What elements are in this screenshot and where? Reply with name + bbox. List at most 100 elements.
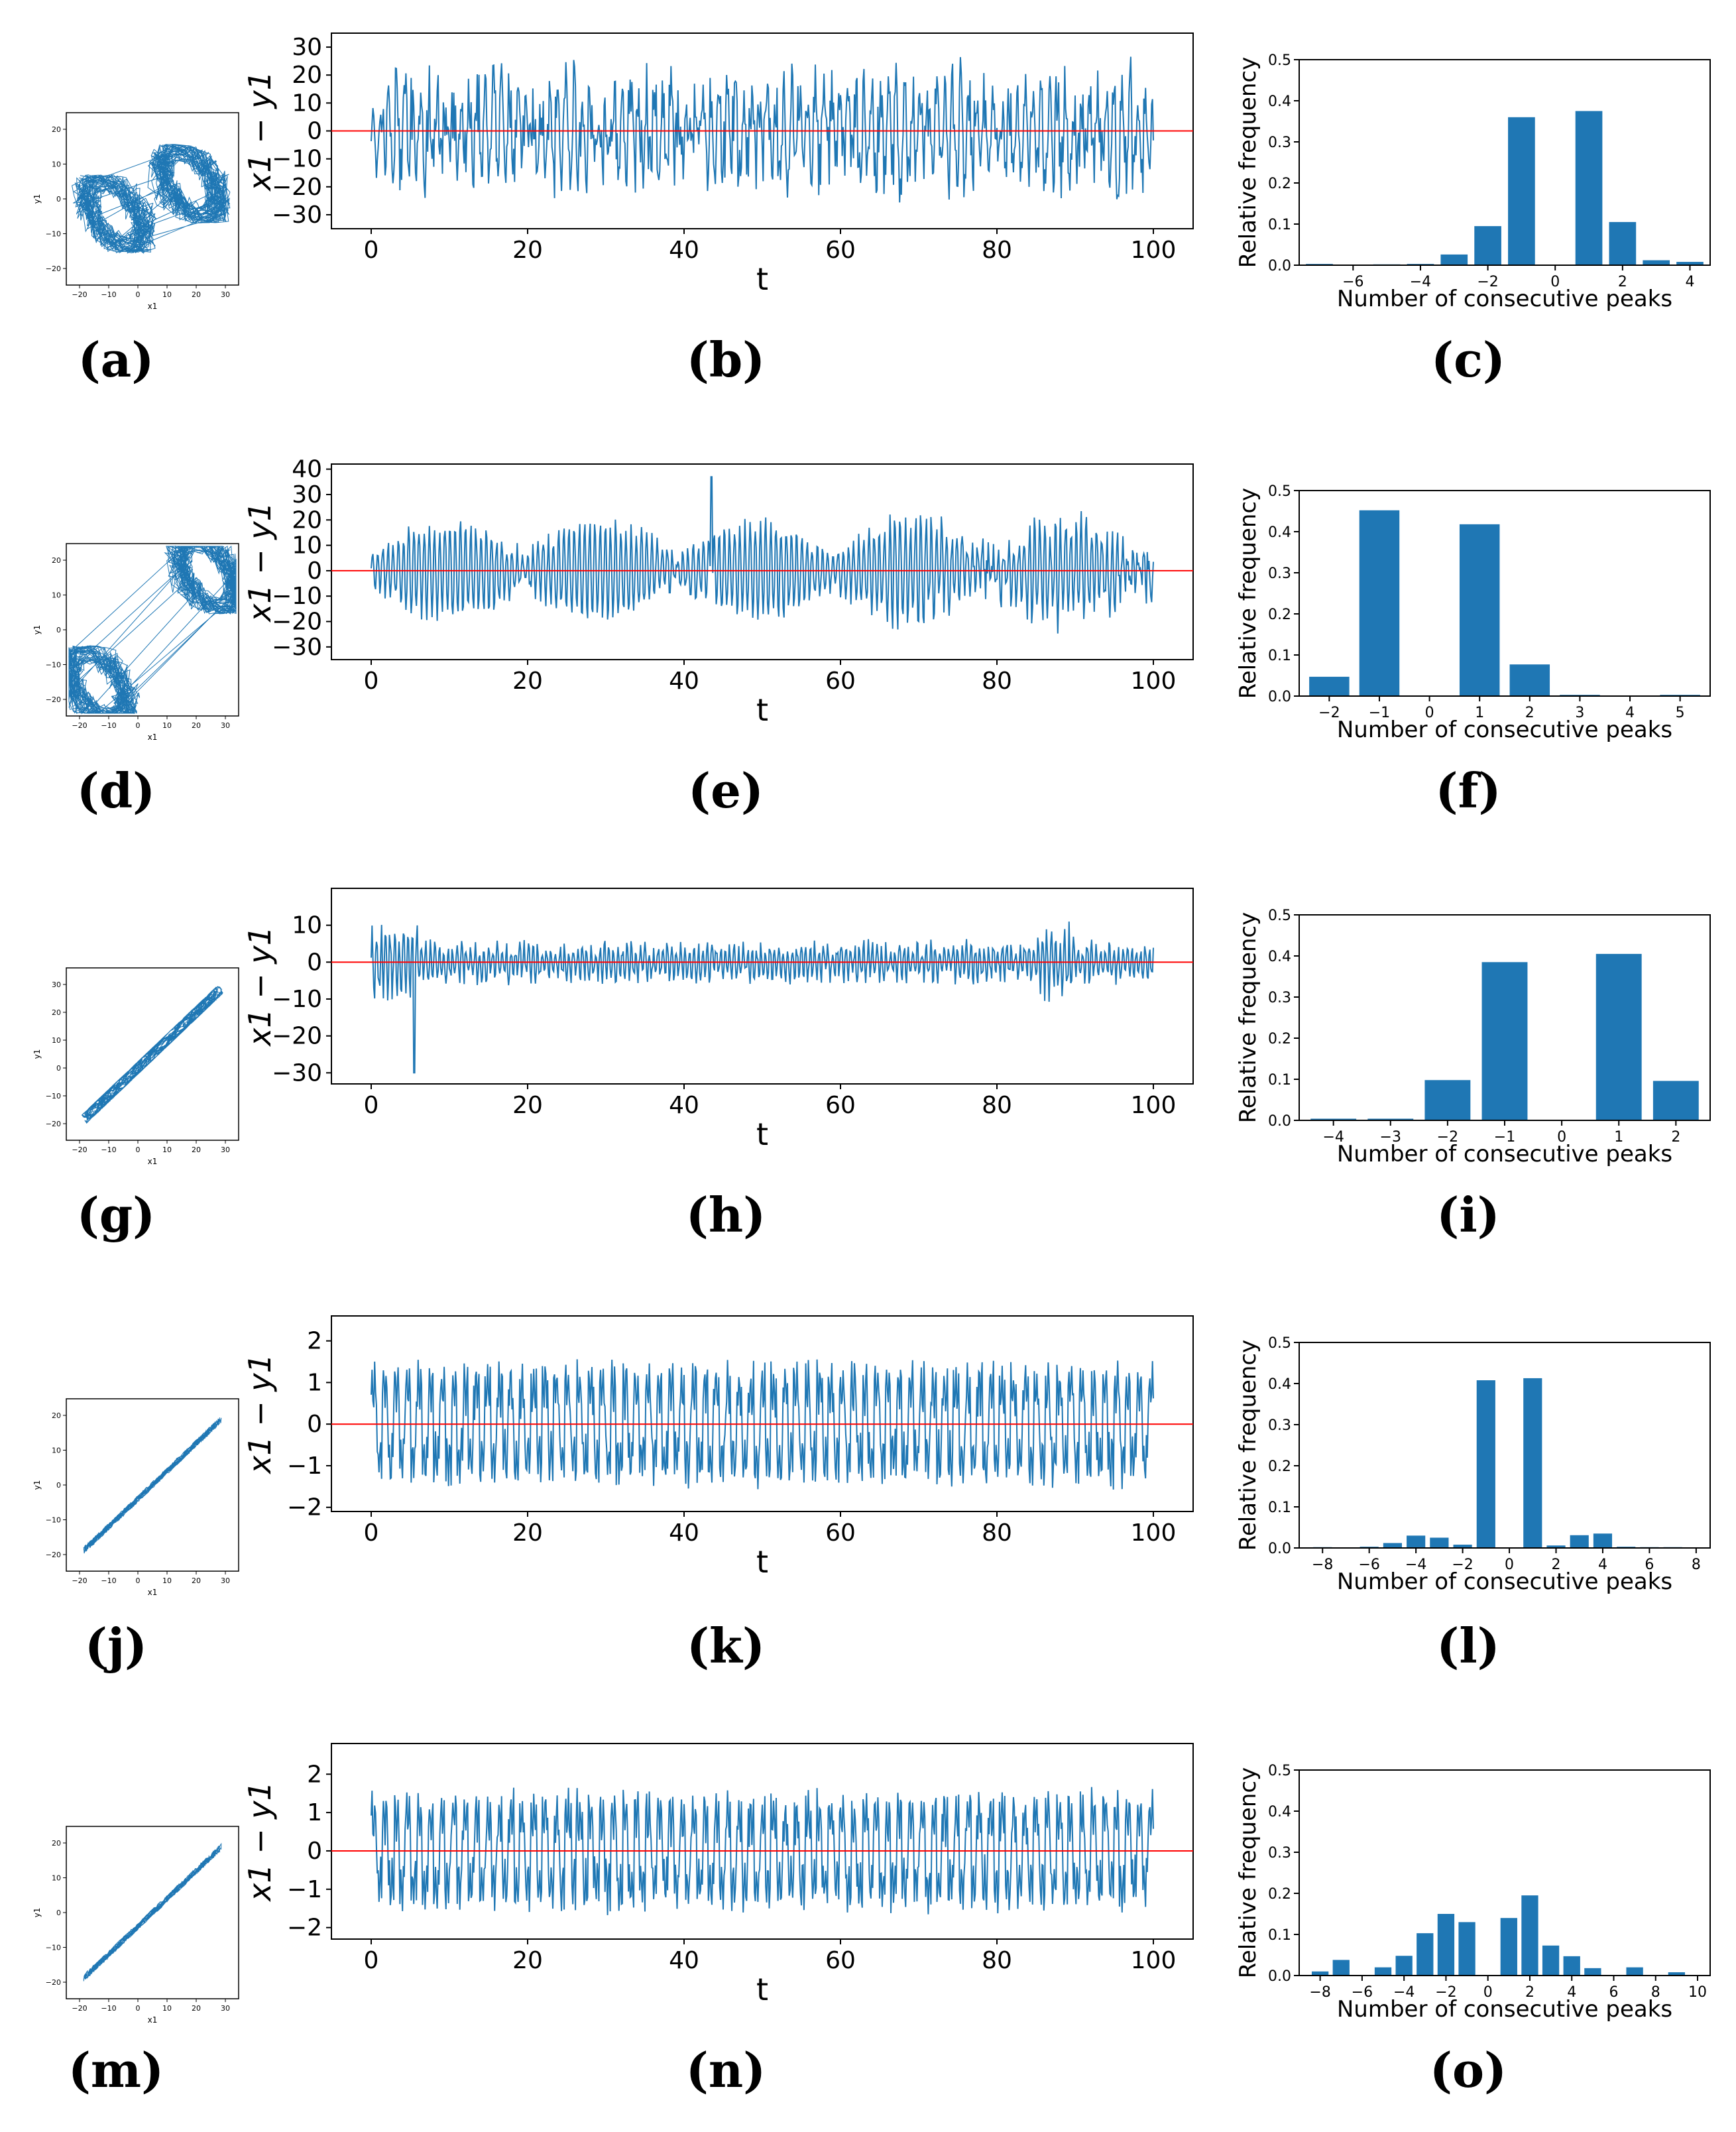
- bar: [1521, 1895, 1538, 1976]
- bar: [1643, 260, 1670, 265]
- hist-xtick-label: 5: [1676, 705, 1685, 721]
- series-xtick-label: 40: [669, 237, 699, 264]
- phase-ytick-label: 20: [52, 1411, 61, 1420]
- hist-xtick-label: −3: [1380, 1129, 1401, 1146]
- series-line: [371, 1787, 1154, 1915]
- series-xlabel: t: [756, 1116, 768, 1147]
- hist-xtick-label: 4: [1567, 1984, 1576, 2001]
- phase-ytick-label: 20: [52, 1008, 61, 1017]
- series-ytick-label: 10: [292, 532, 322, 560]
- series-xtick-label: 0: [364, 668, 379, 695]
- hist-xlabel: Number of consecutive peaks: [1337, 1141, 1672, 1167]
- hist-xtick-label: 6: [1645, 1557, 1654, 1573]
- series-xtick-label: 20: [512, 237, 543, 264]
- hist-ytick-label: 0.5: [1268, 1336, 1291, 1352]
- phase-xlabel: x1: [148, 1157, 158, 1166]
- bar: [1652, 1081, 1699, 1120]
- hist-xtick-label: 0: [1550, 274, 1560, 290]
- series-frame: [331, 888, 1194, 1085]
- hist-ytick-label: 0.3: [1268, 565, 1291, 582]
- hist-ytick-label: 0.0: [1268, 689, 1291, 705]
- hist-xtick-label: 2: [1618, 274, 1627, 290]
- hist-ytick-label: 0.1: [1268, 1927, 1291, 1944]
- bar: [1474, 226, 1501, 265]
- phase-trajectory: [68, 545, 237, 715]
- caption-b: (b): [686, 331, 766, 388]
- hist-ytick-label: 0.3: [1268, 135, 1291, 151]
- hist-xlabel: Number of consecutive peaks: [1337, 717, 1672, 743]
- series-ytick-label: −30: [272, 202, 322, 229]
- phase-xtick-label: 0: [136, 721, 141, 730]
- hist-ytick-label: 0.5: [1268, 1763, 1291, 1779]
- hist-xtick-label: −2: [1477, 274, 1498, 290]
- series-ytick-label: 0: [307, 1838, 322, 1865]
- phase-xtick-label: −20: [72, 290, 87, 299]
- series-frame: [331, 463, 1194, 660]
- caption-i: (i): [1436, 1187, 1500, 1243]
- caption-h: (h): [685, 1187, 766, 1243]
- hist-ytick-label: 0.0: [1268, 1113, 1291, 1130]
- series-xtick-label: 0: [364, 1947, 379, 1974]
- caption-l: (l): [1436, 1618, 1500, 1674]
- hist-ytick-label: 0.1: [1268, 217, 1291, 233]
- series-xtick-label: 100: [1131, 1947, 1177, 1974]
- hist-xtick-label: −4: [1405, 1557, 1426, 1573]
- hist-xtick-label: 6: [1609, 1984, 1618, 2001]
- phase-ytick-label: −10: [46, 230, 61, 239]
- hist-ylabel: Relative frequency: [1235, 1340, 1261, 1551]
- series-ytick-label: 1: [307, 1799, 322, 1826]
- caption-g: (g): [76, 1187, 156, 1243]
- hist-ytick-label: 0.5: [1268, 484, 1291, 500]
- bar: [1609, 221, 1637, 265]
- hist-ytick-label: 0.4: [1268, 949, 1291, 965]
- series-xtick-label: 0: [364, 1519, 379, 1547]
- phase-frame: [66, 543, 239, 717]
- hist-ytick-label: 0.2: [1268, 1886, 1291, 1903]
- phase-portrait-m: −20 −10 0 10 20 30 20 10 0 −10 −20 x1 y1: [32, 1826, 239, 2025]
- phase-ytick-label: −20: [46, 1978, 61, 1987]
- phase-xtick-label: −10: [101, 290, 116, 299]
- phase-xtick-label: 10: [162, 721, 172, 730]
- phase-ytick-label: 10: [52, 591, 61, 600]
- phase-xtick-label: 0: [136, 2004, 141, 2013]
- phase-xlabel: x1: [148, 2015, 158, 2025]
- phase-xtick-label: 20: [192, 1576, 201, 1585]
- bar: [1440, 254, 1468, 265]
- phase-ytick-label: 20: [52, 125, 61, 134]
- hist-xtick-label: 3: [1575, 705, 1584, 721]
- phase-xtick-label: 10: [162, 1576, 172, 1585]
- series-ytick-label: −1: [287, 1452, 322, 1480]
- series-xtick-label: 100: [1131, 668, 1177, 695]
- hist-xtick-label: 2: [1525, 1984, 1534, 2001]
- series-xtick-label: 0: [364, 1092, 379, 1119]
- hist-ylabel: Relative frequency: [1235, 1767, 1261, 1978]
- phase-xtick-label: 0: [136, 290, 141, 299]
- series-ytick-label: −2: [287, 1915, 322, 1942]
- series-xtick-label: 40: [669, 1519, 699, 1547]
- hist-xtick-label: 0: [1557, 1129, 1566, 1146]
- series-xtick-label: 40: [669, 1947, 699, 1974]
- phase-trajectory: [83, 1842, 222, 1982]
- phase-xtick-label: 30: [221, 1146, 230, 1154]
- series-xtick-label: 80: [982, 237, 1012, 264]
- series-xtick-label: 100: [1131, 1092, 1177, 1119]
- series-ytick-label: −10: [272, 986, 322, 1013]
- bar: [1453, 1545, 1472, 1548]
- bar: [1546, 1545, 1566, 1548]
- phase-xtick-label: 20: [192, 721, 201, 730]
- hist-xtick-label: 2: [1552, 1557, 1561, 1573]
- hist-xtick-label: 8: [1692, 1557, 1701, 1573]
- series-xtick-label: 60: [825, 1092, 856, 1119]
- phase-xtick-label: 20: [192, 1146, 201, 1154]
- series-xtick-label: 60: [825, 1947, 856, 1974]
- hist-xtick-label: −2: [1437, 1129, 1458, 1146]
- hist-xtick-label: −6: [1358, 1557, 1379, 1573]
- hist-xlabel: Number of consecutive peaks: [1337, 1996, 1672, 2023]
- series-line: [371, 921, 1154, 1074]
- series-xtick-label: 40: [669, 668, 699, 695]
- series-ylabel: x1 − y1: [242, 1781, 278, 1903]
- phase-portrait-g: −20 −10 0 10 20 30 30 20 10 0 −10 −20 x1 y1: [32, 967, 239, 1166]
- hist-ytick-label: 0.4: [1268, 1376, 1291, 1393]
- series-ytick-label: 0: [307, 118, 322, 145]
